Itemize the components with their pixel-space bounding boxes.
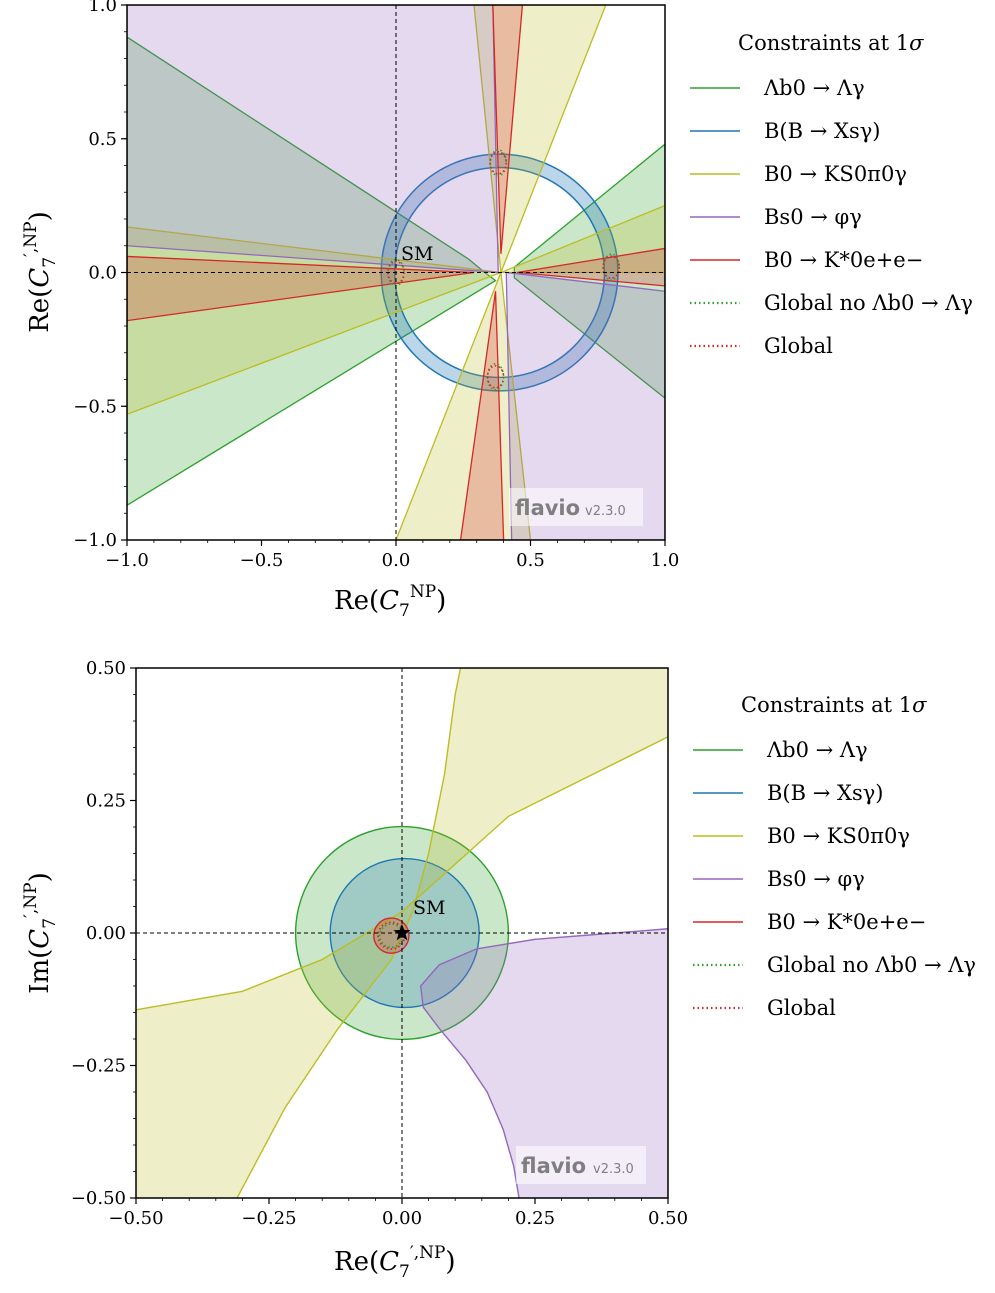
svg-text:Re(C7′,NP): Re(C7′,NP) [334, 1243, 456, 1282]
p2-region-bs0-fill [420, 928, 668, 1198]
p2-region-bs0-boundary [419, 928, 668, 1198]
p2-legend: Constraints at 1σ Λb0 → Λγ B(B → Xsγ) B0 →… [693, 693, 976, 1020]
p2-x-axis-label: Re(C7′,NP) [334, 1243, 456, 1282]
p1-x-axis-label: Re(C7NP) [334, 582, 446, 621]
p1-xtick-label: −1.0 [105, 550, 149, 571]
p2-xtick-label: 0.25 [515, 1208, 555, 1229]
p1-xtick-label: 0.0 [382, 550, 411, 571]
svg-text:Re(C7′,NP): Re(C7′,NP) [21, 211, 60, 333]
p1-sm-label: SM [401, 243, 433, 265]
p2-xtick-label: 0.00 [382, 1208, 422, 1229]
p1-legend-label-b0-k-0e-e: B0 → K*0e+e− [764, 248, 923, 272]
p2-watermark: flavio v2.3.0 [516, 1146, 646, 1184]
p2-ytick-label: −0.50 [71, 1188, 126, 1209]
svg-text:flavio: flavio [521, 1154, 586, 1178]
svg-text:Re(C7NP): Re(C7NP) [334, 582, 446, 621]
p1-xtick-label: −0.5 [240, 550, 284, 571]
p2-ytick-label: 0.25 [86, 791, 126, 812]
p1-legend-label-bs0: Bs0 → φγ [764, 205, 862, 229]
panel-top: −1.0 −0.5 0.0 0.5 1.0 −1.0 −0.5 0.0 0.5 1.0 SM fl… [21, 0, 973, 621]
svg-text:v2.3.0: v2.3.0 [593, 1162, 634, 1177]
p1-region-bs0-1 [505, 271, 665, 540]
p2-xtick-label: −0.50 [108, 1208, 163, 1229]
p1-legend-title: Constraints at 1σ [738, 31, 924, 55]
p2-legend-label-b0-ks0-0: B0 → KS0π0γ [767, 824, 910, 848]
p1-global-3 [486, 365, 505, 389]
p2-ytick-label: 0.50 [86, 658, 126, 679]
p2-sm-star [393, 924, 411, 941]
p2-legend-title: Constraints at 1σ [741, 693, 927, 717]
p2-ytick-label: −0.25 [71, 1056, 126, 1077]
svg-text:Im(C7′,NP): Im(C7′,NP) [21, 872, 60, 994]
p2-legend-label-b0: Λb0 → Λγ [766, 738, 868, 762]
p2-legend-label-b-b-xs: B(B → Xsγ) [767, 781, 883, 805]
p1-legend-label-b-b-xs: B(B → Xsγ) [764, 119, 880, 143]
p1-region-b0-k-0e-e-3 [459, 291, 505, 540]
p1-y-axis-label: Re(C7′,NP) [21, 211, 60, 333]
p1-ytick-label: 0.0 [88, 263, 117, 284]
p1-global-2 [489, 151, 508, 175]
p1-ytick-label: 0.5 [88, 129, 117, 150]
p2-sm-label: SM [413, 897, 445, 919]
p1-regions [127, 5, 665, 540]
p2-region-b0-ks0-0-lower [236, 668, 462, 1198]
p1-legend-label-b0-ks0-0: B0 → KS0π0γ [764, 162, 907, 186]
p1-watermark: flavio v2.3.0 [509, 488, 643, 526]
p1-legend: Constraints at 1σ Λb0 → Λγ B(B → Xsγ) B0 →… [690, 31, 973, 358]
p1-legend-label-b0: Λb0 → Λγ [763, 76, 865, 100]
p2-ytick-label: 0.00 [86, 923, 126, 944]
p1-region-bs0-0 [127, 5, 499, 274]
p1-legend-label-global-no-b0: Global no Λb0 → Λγ [764, 291, 973, 315]
p2-region-b0-ks0-0-upper [136, 736, 668, 1011]
p2-y-axis-label: Im(C7′,NP) [21, 872, 60, 994]
p2-ticks: −0.50 −0.25 0.00 0.25 0.50 −0.50 −0.25 0.00 0.25… [71, 658, 688, 1229]
p2-xtick-label: −0.25 [241, 1208, 296, 1229]
p1-ytick-label: 1.0 [88, 0, 117, 16]
p1-legend-label-global: Global [764, 334, 833, 358]
svg-text:v2.3.0: v2.3.0 [585, 504, 626, 519]
p2-legend-label-bs0: Bs0 → φγ [767, 867, 865, 891]
p2-legend-label-global-no-b0: Global no Λb0 → Λγ [767, 953, 976, 977]
p1-region-b0-k-0e-e-2 [492, 5, 524, 254]
p1-region-b0-ks0-0-0 [127, 226, 502, 415]
p1-global-1 [602, 255, 621, 279]
p1-region-b0-ks0-0-2 [473, 5, 607, 273]
p2-reference-lines [136, 668, 668, 1198]
p2-legend-label-b0-k-0e-e: B0 → K*0e+e− [767, 910, 926, 934]
p1-ticks: −1.0 −0.5 0.0 0.5 1.0 −1.0 −0.5 0.0 0.5 1.0 [73, 0, 679, 571]
svg-text:flavio: flavio [515, 496, 580, 520]
p1-ytick-label: −1.0 [73, 530, 117, 551]
p1-region-b0-1 [513, 143, 665, 400]
p1-xtick-label: 1.0 [651, 550, 680, 571]
p2-xtick-label: 0.50 [648, 1208, 688, 1229]
p1-reference-lines [127, 5, 665, 540]
p2-legend-label-global: Global [767, 996, 836, 1020]
panel-bottom: −0.50 −0.25 0.00 0.25 0.50 −0.50 −0.25 0.00 0.25… [21, 658, 976, 1282]
p1-ytick-label: −0.5 [73, 396, 117, 417]
p1-xtick-label: 0.5 [516, 550, 545, 571]
p1-region-b0-k-0e-e-1 [516, 247, 665, 287]
